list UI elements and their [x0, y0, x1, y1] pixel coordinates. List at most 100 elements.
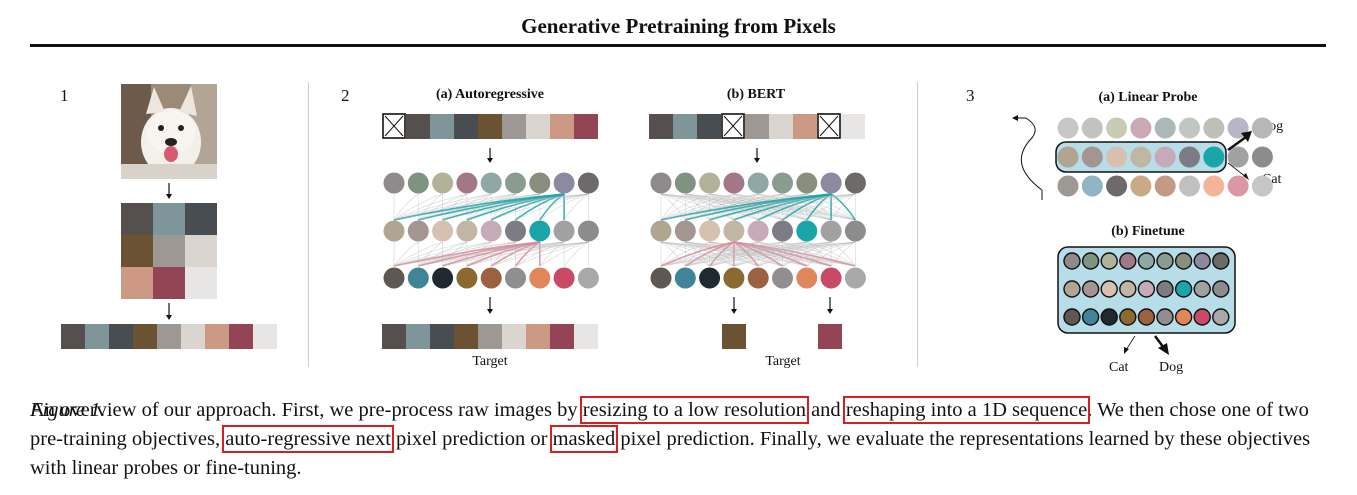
attention-line	[539, 241, 565, 267]
attention-line	[442, 241, 565, 267]
attention-line	[393, 193, 467, 221]
attention-line	[660, 241, 832, 267]
attention-line	[709, 193, 856, 221]
ar-layer-1-node	[456, 172, 478, 194]
attention-line	[830, 241, 856, 267]
finetune-layer-3-node	[1081, 308, 1100, 326]
ar-layer-2-node	[456, 220, 478, 242]
ar-layer-3-node	[553, 267, 575, 289]
probe-layer-1-node	[1057, 117, 1079, 139]
attention-line	[466, 241, 589, 267]
caption-text-3: . We then chose one of two pre-training …	[30, 399, 1309, 450]
attention-line	[685, 193, 856, 221]
ar-layer-2-node	[553, 220, 575, 242]
attention-line	[660, 193, 759, 221]
probe-layer-1-node	[1179, 117, 1200, 139]
finetune-layer-1-node	[1137, 252, 1156, 270]
step-3-number: 3	[966, 86, 975, 105]
probe-layer-3-node	[1081, 175, 1103, 197]
bert-layer-3-node	[674, 267, 696, 289]
probe-layer-2-node	[1081, 146, 1103, 168]
bert-layer-1-node	[674, 172, 696, 194]
attention-line	[782, 241, 808, 267]
overview-figure	[61, 113, 1273, 355]
attention-line	[709, 241, 832, 267]
ar-layer-3-node	[456, 267, 478, 289]
attention-line	[685, 241, 856, 267]
input-pixel	[697, 114, 721, 139]
bert-layer-2-node	[820, 220, 842, 242]
attention-line	[830, 193, 857, 221]
attention-line	[442, 193, 492, 221]
probe-layer-2-node	[1251, 146, 1273, 168]
probe-layer-2-node	[1057, 146, 1079, 168]
attention-line	[782, 241, 856, 267]
bert-layer-3-node	[820, 267, 842, 289]
finetune-layer-2-node	[1212, 280, 1230, 298]
finetune-layer-2-node	[1193, 280, 1211, 298]
probe-cat-arrow-head	[1243, 173, 1249, 180]
mask-cross	[384, 115, 404, 137]
attention-line	[393, 241, 467, 267]
probe-layer-1-node	[1081, 117, 1103, 139]
bert-layer-3-node	[772, 267, 793, 289]
attention-line	[418, 193, 589, 221]
attention-line	[685, 193, 759, 221]
probe-layer-3-node	[1227, 175, 1249, 197]
probe-dog-arrow	[1227, 135, 1247, 152]
attention-line	[782, 193, 832, 221]
attention-line	[418, 193, 516, 221]
probe-layer-3-node	[1154, 175, 1176, 197]
attention-line	[660, 241, 807, 267]
sequence-pixel	[61, 324, 85, 349]
attention-line	[733, 241, 832, 267]
bert-layer-3-node	[844, 267, 866, 289]
ar-layer-1-node	[505, 172, 526, 194]
arrow-reshape-head	[166, 315, 172, 320]
attention-line	[758, 193, 856, 221]
probe-layer-2-node	[1106, 146, 1128, 168]
ar-layer-3-node	[505, 267, 526, 289]
attention-line	[393, 193, 443, 221]
arrow-bert-output-2-head	[827, 309, 833, 314]
attention-line	[709, 241, 759, 267]
attention-line	[685, 193, 783, 221]
finetune-layer-3-node	[1212, 308, 1230, 326]
sequence-pixel	[157, 324, 181, 349]
arrow-bert-output-1-head	[731, 309, 737, 314]
ar-layer-2-node	[383, 220, 405, 242]
probe-layer-2-node	[1154, 146, 1176, 168]
finetune-layer-2-node	[1119, 280, 1137, 298]
attention-line	[709, 193, 735, 221]
bert-layer-1-node	[723, 172, 745, 194]
grid-pixel	[121, 203, 153, 235]
attention-line	[442, 241, 589, 267]
finetune-layer-1-node	[1174, 252, 1193, 270]
attention-line	[782, 241, 832, 267]
attention-line	[417, 193, 443, 221]
probe-curve-head	[1012, 115, 1018, 121]
sequence-pixel	[181, 324, 205, 349]
bert-layer-3-node	[747, 267, 769, 289]
attention-line	[515, 241, 565, 267]
probe-layer-3-node	[1251, 175, 1273, 197]
attention-line	[685, 241, 759, 267]
attention-line	[757, 241, 783, 267]
arrow-ar-input-head	[487, 158, 493, 163]
ar-layer-3-node	[480, 267, 502, 289]
probe-layer-2-node	[1203, 146, 1225, 168]
attention-line	[685, 193, 710, 221]
attention-line	[660, 241, 686, 267]
probe-layer-2-node	[1130, 146, 1152, 168]
attention-line	[466, 193, 589, 221]
attention-line	[685, 241, 832, 267]
attention-line	[442, 193, 589, 221]
attention-line	[758, 241, 856, 267]
attention-line	[830, 193, 856, 221]
caption-highlight-masked: masked	[549, 425, 619, 453]
attention-line	[684, 241, 735, 267]
finetune-layer-3-node	[1156, 308, 1174, 326]
probe-cat-arrow	[1227, 162, 1247, 178]
attention-line	[515, 193, 565, 221]
bert-layer-2-node	[674, 220, 696, 242]
